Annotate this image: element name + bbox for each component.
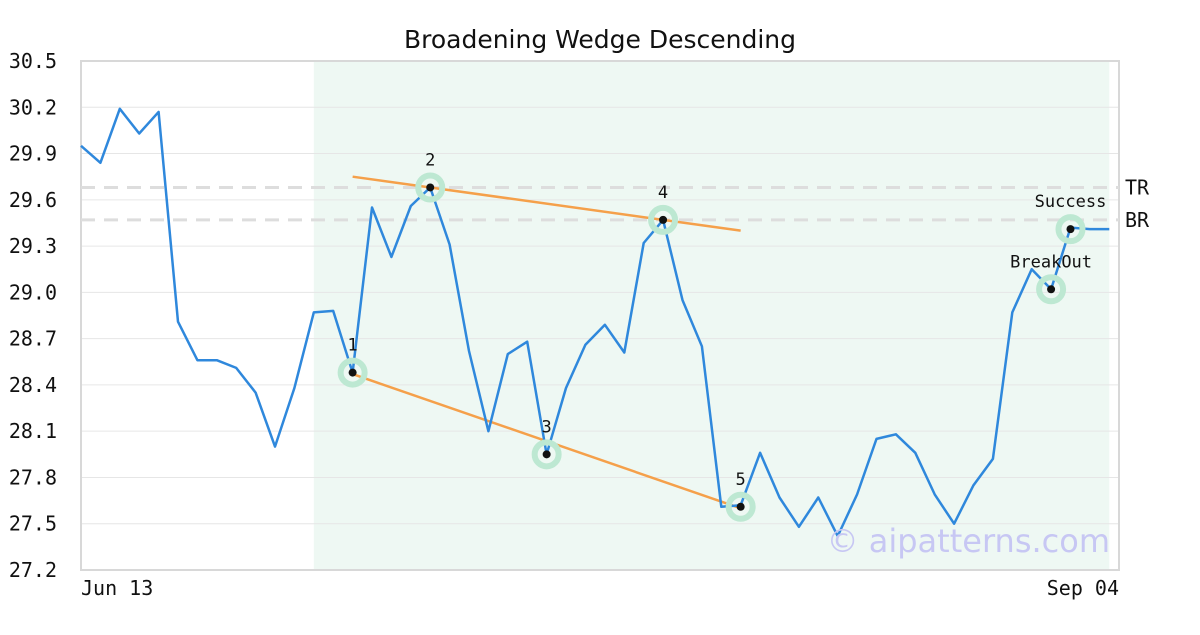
plot-frame: [80, 60, 1120, 571]
marker-ring: [1055, 214, 1086, 245]
highlight-region: [313, 61, 1110, 570]
y-tick-label: 28.7: [9, 327, 57, 351]
marker-point: [542, 450, 551, 459]
marker-point: [348, 368, 357, 377]
marker-ring: [725, 491, 756, 522]
marker-ring: [648, 204, 679, 235]
y-tick-label: 28.1: [9, 419, 57, 443]
marker-point: [1047, 285, 1056, 294]
y-tick-label: 30.2: [9, 95, 57, 119]
marker-point: [736, 502, 745, 511]
y-tick-label: 29.0: [9, 280, 57, 304]
marker-point: [426, 183, 435, 192]
y-tick-label: 29.9: [9, 142, 57, 166]
y-tick-label: 27.5: [9, 512, 57, 536]
y-tick-label: 27.2: [9, 558, 57, 582]
y-tick-label: 27.8: [9, 465, 57, 489]
y-tick-label: 28.4: [9, 373, 57, 397]
x-tick-label: Sep 04: [1047, 576, 1119, 600]
marker-label: 2: [425, 150, 435, 170]
y-tick-label: 29.3: [9, 234, 57, 258]
watermark: © aipatterns.com: [827, 522, 1110, 560]
marker-label: 1: [348, 336, 358, 356]
chart-title: Broadening Wedge Descending: [404, 25, 796, 54]
marker-ring: [415, 172, 446, 203]
marker-label: Success: [1035, 192, 1107, 212]
marker-ring: [1036, 274, 1067, 305]
reference-label-br: BR: [1125, 208, 1150, 232]
reference-label-tr: TR: [1125, 175, 1150, 199]
marker-label: 5: [736, 470, 746, 490]
marker-ring: [337, 357, 368, 388]
marker-label: 4: [658, 183, 668, 203]
marker-ring: [531, 439, 562, 470]
price-line: [80, 107, 1110, 538]
x-tick-label: Jun 13: [81, 576, 153, 600]
marker-point: [659, 215, 668, 224]
y-tick-label: 29.6: [9, 188, 57, 212]
y-tick-label: 30.5: [9, 49, 57, 73]
marker-label: 3: [542, 417, 552, 437]
marker-point: [1066, 225, 1075, 234]
marker-label: BreakOut: [1010, 252, 1092, 272]
